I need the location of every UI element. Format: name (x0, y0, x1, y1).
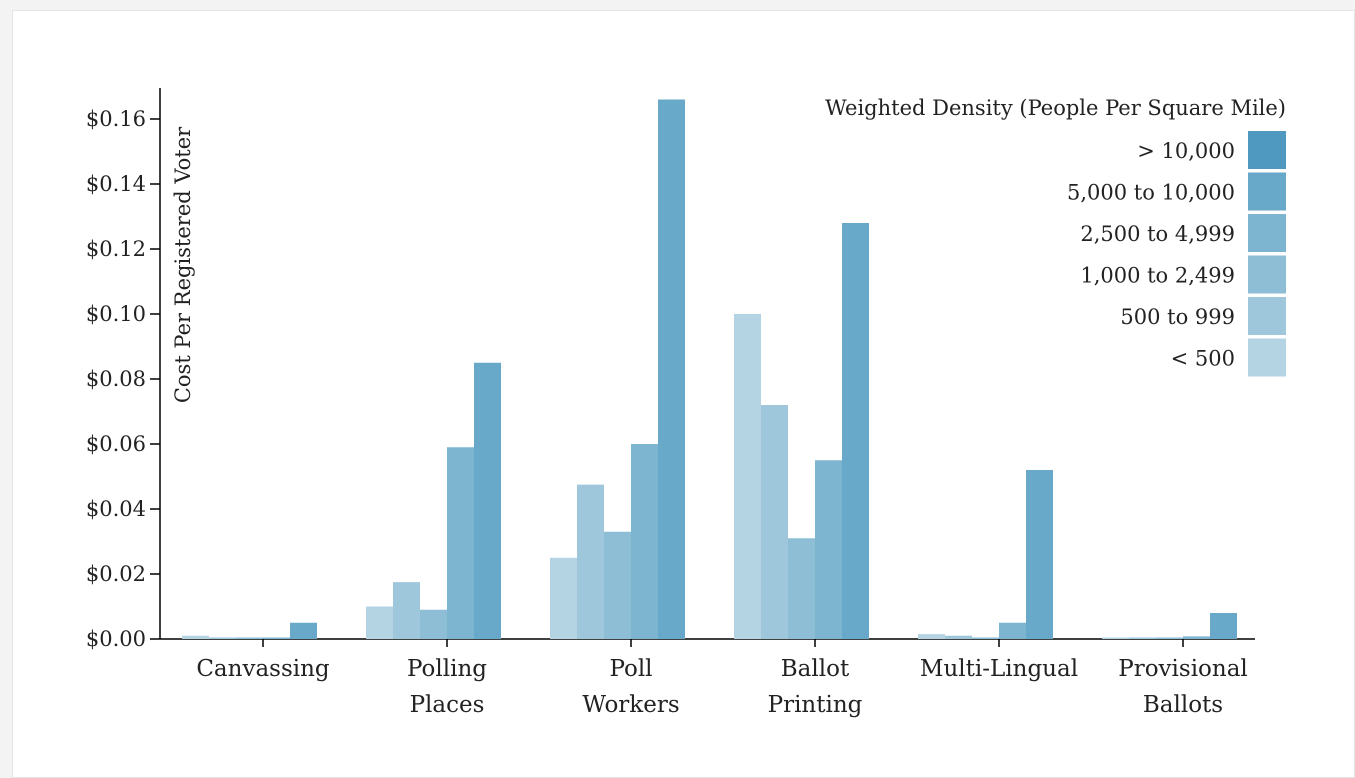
x-tick-label: Provisional (1118, 656, 1248, 682)
x-tick-label: Printing (768, 692, 863, 718)
bar (761, 405, 788, 639)
bar (182, 635, 209, 639)
legend-label: < 500 (1171, 347, 1235, 371)
bar (918, 634, 945, 639)
bar (842, 223, 869, 639)
bar (1026, 470, 1053, 639)
legend-label: 5,000 to 10,000 (1067, 181, 1235, 205)
bars (182, 99, 1237, 639)
bar (658, 99, 685, 639)
y-tick-label: $0.02 (86, 562, 146, 586)
x-tick-label: Polling (407, 656, 487, 682)
x-tick-label: Poll (609, 656, 652, 682)
y-tick-label: $0.06 (86, 432, 146, 456)
x-tick-label: Workers (582, 692, 679, 718)
bar (972, 637, 999, 639)
bar (1156, 637, 1183, 639)
legend-swatch (1248, 214, 1286, 252)
y-tick-label: $0.16 (86, 107, 146, 131)
legend-label: > 10,000 (1137, 139, 1235, 163)
y-axis: $0.00 $0.02 $0.04 $0.06 $0.08 $0.10 $0.12 $0.14… (86, 88, 161, 651)
legend-label: 1,000 to 2,499 (1080, 264, 1235, 288)
legend-swatch (1248, 255, 1286, 294)
bar (290, 622, 317, 639)
y-tick-label: $0.08 (86, 367, 146, 391)
bar (447, 447, 474, 639)
bar (366, 606, 393, 639)
bar (604, 531, 631, 639)
y-tick-label: $0.00 (86, 627, 146, 651)
legend: Weighted Density (People Per Square Mile… (825, 96, 1286, 377)
bar (1129, 637, 1156, 639)
y-axis-label: Cost Per Registered Voter (171, 126, 195, 403)
legend-swatch (1248, 297, 1286, 335)
bar (1210, 613, 1237, 639)
bar (577, 484, 604, 639)
bar (263, 637, 290, 639)
legend-label: 2,500 to 4,999 (1080, 222, 1235, 246)
legend-swatch (1248, 338, 1286, 377)
bar (236, 637, 263, 639)
y-tick-label: $0.10 (86, 302, 146, 326)
x-tick-label: Multi-Lingual (920, 656, 1078, 682)
bar (420, 609, 447, 639)
bar (945, 635, 972, 639)
x-tick-label: Ballot (781, 656, 850, 682)
bar (815, 460, 842, 639)
bar (550, 557, 577, 639)
y-tick-label: $0.12 (86, 237, 146, 261)
bar (209, 637, 236, 639)
bar (999, 622, 1026, 639)
y-tick-label: $0.14 (86, 172, 146, 196)
bar (474, 362, 501, 639)
bar (1183, 636, 1210, 639)
legend-swatch (1248, 172, 1286, 211)
x-axis: Canvassing Polling Places Poll Workers Ballot… (160, 638, 1255, 718)
legend-label: 500 to 999 (1120, 305, 1235, 329)
x-tick-label: Places (410, 692, 485, 718)
y-tick-label: $0.04 (86, 497, 146, 521)
x-tick-label: Canvassing (196, 656, 330, 682)
legend-title: Weighted Density (People Per Square Mile… (825, 96, 1286, 120)
x-tick-label: Ballots (1143, 692, 1223, 718)
legend-swatch (1248, 131, 1286, 169)
bar (393, 582, 420, 639)
bar (631, 444, 658, 639)
bar (734, 314, 761, 639)
bar (1102, 637, 1129, 639)
bar (788, 538, 815, 639)
